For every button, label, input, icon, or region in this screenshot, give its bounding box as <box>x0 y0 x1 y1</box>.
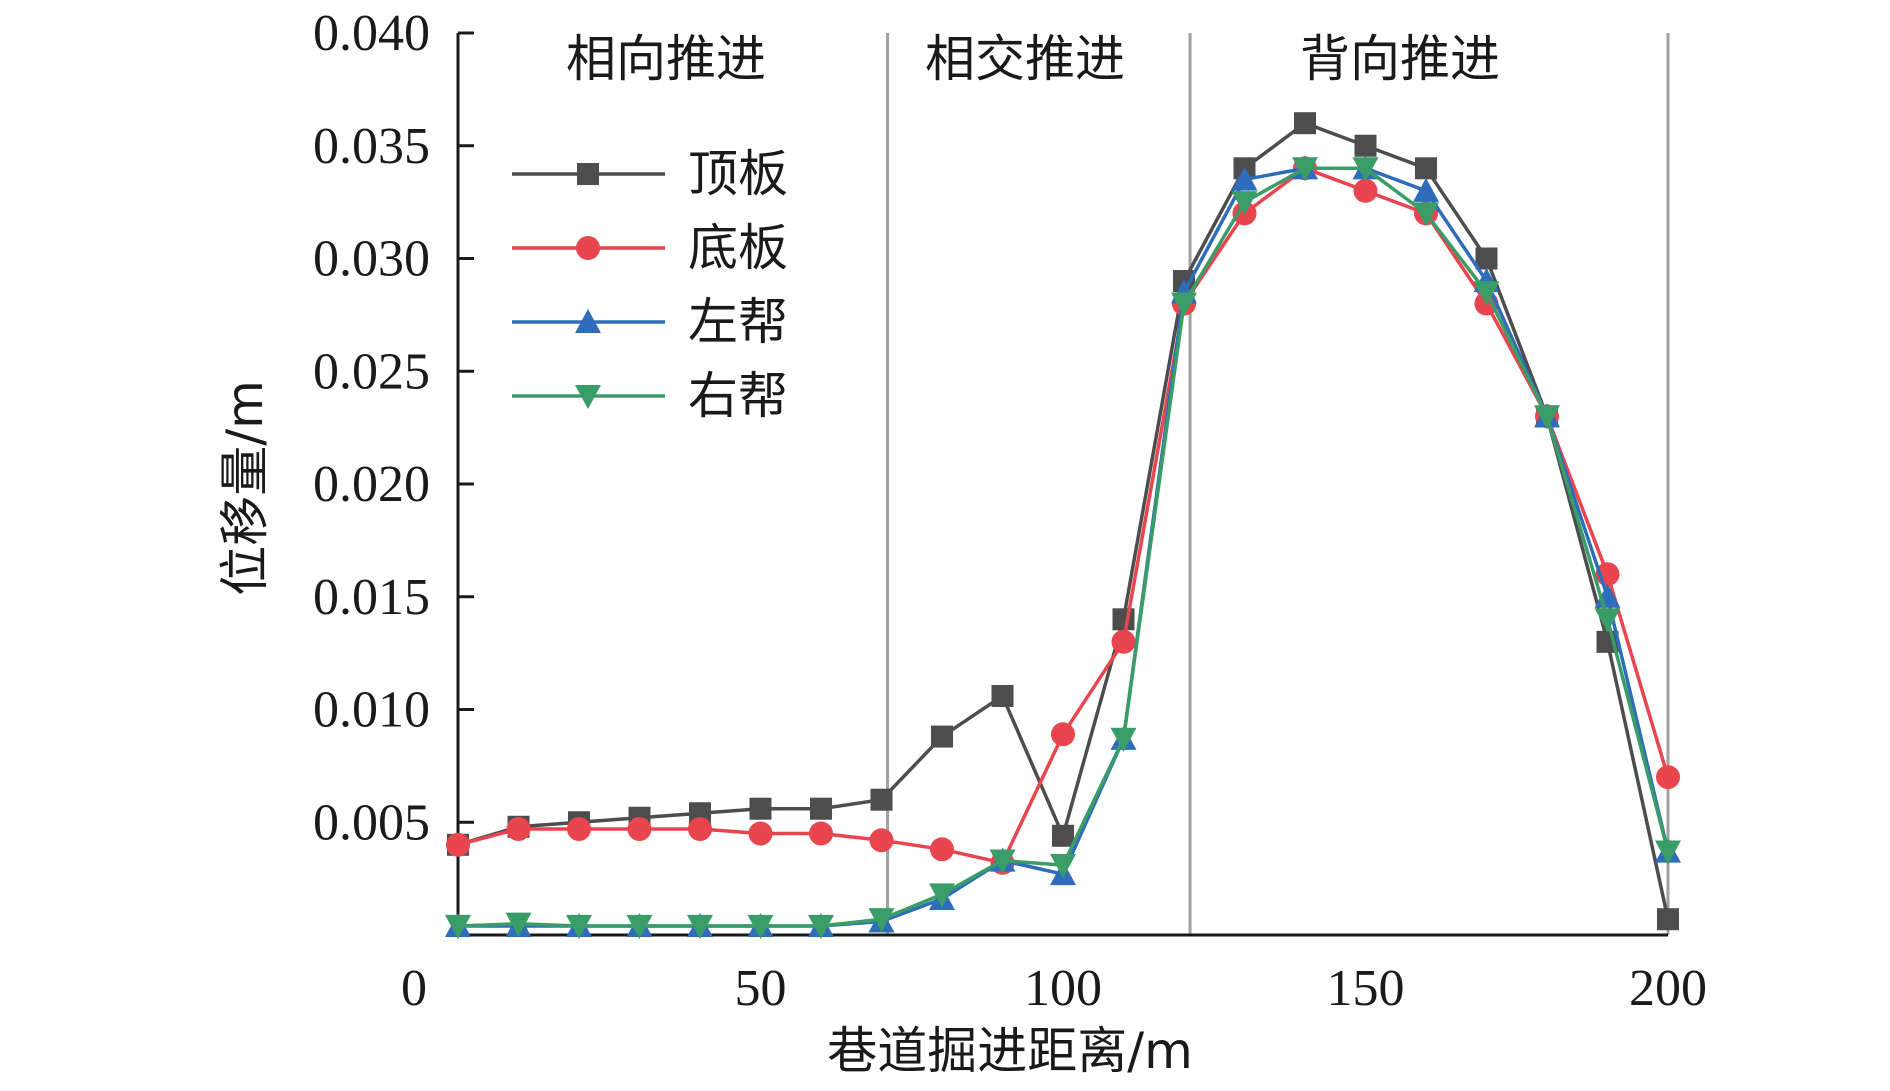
data-point <box>1413 177 1439 202</box>
data-point <box>930 837 954 862</box>
data-point <box>506 817 531 842</box>
y-tick-label: 0.025 <box>313 343 430 400</box>
region-label-2: 背向推进 <box>1300 30 1500 88</box>
legend-label: 底板 <box>688 219 788 277</box>
data-point <box>1657 908 1679 931</box>
data-point <box>1594 608 1621 633</box>
legend-marker <box>576 236 600 260</box>
legend-label: 顶板 <box>688 145 788 203</box>
x-tick-label: 0 <box>401 960 427 1017</box>
y-tick-label: 0.030 <box>313 231 430 288</box>
legend-item-3: 右帮 <box>512 367 788 425</box>
data-point <box>991 684 1014 707</box>
data-point <box>1051 722 1075 747</box>
x-tick-label: 50 <box>735 960 787 1017</box>
x-axis-title: 巷道掘进距离/m <box>827 1022 1193 1080</box>
data-point <box>869 828 894 853</box>
legend-marker <box>575 384 601 409</box>
region-label-1: 相交推进 <box>925 30 1125 88</box>
data-point <box>1413 202 1439 227</box>
y-axis-title: 位移量/m <box>216 380 274 596</box>
data-point <box>808 914 834 939</box>
y-tick-label: 0.040 <box>313 5 430 62</box>
legend-item-1: 底板 <box>512 219 788 277</box>
y-ticks: 0.005 0.010 0.015 0.020 0.025 0.030 0.035 0.040 <box>313 5 474 851</box>
data-point <box>748 821 773 846</box>
legend-label: 左帮 <box>688 293 788 351</box>
y-tick-label: 0.020 <box>313 456 430 513</box>
data-point <box>1110 727 1137 752</box>
region-label-0: 相向推进 <box>566 30 766 88</box>
data-point <box>1475 247 1498 270</box>
x-ticks: 0 50 100 150 200 <box>401 960 1707 1017</box>
legend-item-0: 顶板 <box>512 145 788 203</box>
legend-marker <box>575 309 601 334</box>
data-point <box>1112 608 1135 631</box>
data-point <box>989 849 1016 874</box>
series <box>445 112 1681 939</box>
data-point <box>1354 134 1377 157</box>
data-point <box>1231 166 1258 191</box>
data-point <box>1111 629 1136 654</box>
data-point <box>445 914 471 939</box>
data-point <box>567 817 591 842</box>
data-point <box>870 788 893 811</box>
data-point <box>1655 840 1681 865</box>
data-point <box>505 912 532 937</box>
data-point <box>1473 281 1500 306</box>
y-tick-label: 0.015 <box>313 569 430 626</box>
y-tick-label: 0.035 <box>313 118 430 175</box>
legend-label: 右帮 <box>688 367 788 425</box>
x-tick-label: 200 <box>1629 960 1707 1017</box>
data-point <box>1534 405 1560 430</box>
data-point <box>446 832 470 857</box>
data-point <box>1231 191 1258 216</box>
data-point <box>810 797 832 820</box>
data-point <box>1352 157 1379 182</box>
x-tick-label: 150 <box>1327 960 1405 1017</box>
axes <box>456 33 1668 937</box>
data-point <box>687 914 713 939</box>
data-point <box>1294 112 1316 135</box>
data-point <box>868 908 895 933</box>
data-point <box>688 817 712 842</box>
region-labels: 相向推进 相交推进 背向推进 <box>566 30 1500 88</box>
data-point <box>809 821 833 846</box>
legend-item-2: 左帮 <box>512 293 788 351</box>
data-point <box>1353 178 1378 203</box>
y-tick-label: 0.010 <box>313 682 430 739</box>
data-point <box>626 914 653 939</box>
y-tick-label: 0.005 <box>313 794 430 851</box>
data-point <box>1052 824 1074 847</box>
data-point <box>566 914 592 939</box>
data-point <box>1656 765 1680 790</box>
series-顶板 <box>447 112 1679 931</box>
data-point <box>1050 854 1076 879</box>
data-point <box>1415 157 1437 180</box>
region-dividers <box>886 33 1670 935</box>
data-point <box>747 914 774 939</box>
x-tick-label: 100 <box>1024 960 1102 1017</box>
data-point <box>1171 292 1197 317</box>
series-右帮 <box>445 157 1681 939</box>
data-point <box>749 797 772 820</box>
data-point <box>1292 157 1318 182</box>
data-point <box>931 725 953 748</box>
series-line <box>457 121 1670 920</box>
data-point <box>627 817 652 842</box>
legend-marker <box>577 163 599 185</box>
data-point <box>929 883 955 908</box>
